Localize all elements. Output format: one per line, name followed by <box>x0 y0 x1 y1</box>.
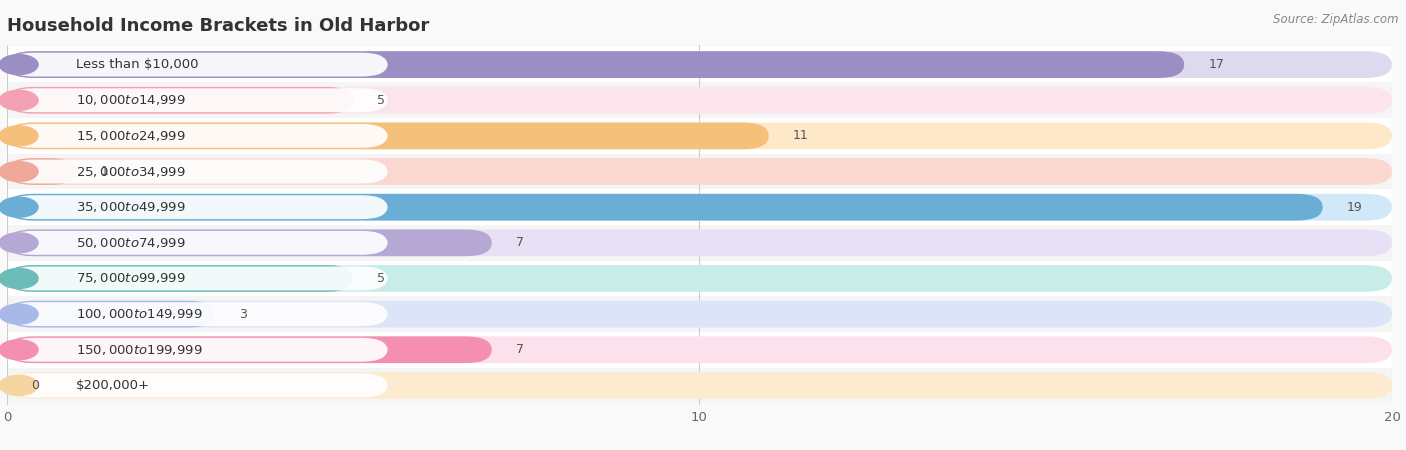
FancyBboxPatch shape <box>7 332 1392 368</box>
FancyBboxPatch shape <box>7 47 1392 82</box>
Text: 19: 19 <box>1347 201 1362 214</box>
FancyBboxPatch shape <box>7 230 492 256</box>
FancyBboxPatch shape <box>7 158 76 185</box>
Text: $100,000 to $149,999: $100,000 to $149,999 <box>76 307 202 321</box>
Text: $15,000 to $24,999: $15,000 to $24,999 <box>76 129 186 143</box>
Text: 11: 11 <box>793 130 808 142</box>
Text: Household Income Brackets in Old Harbor: Household Income Brackets in Old Harbor <box>7 17 429 35</box>
Circle shape <box>0 126 38 146</box>
FancyBboxPatch shape <box>7 87 1392 113</box>
FancyBboxPatch shape <box>7 124 388 148</box>
FancyBboxPatch shape <box>7 51 1392 78</box>
Text: Source: ZipAtlas.com: Source: ZipAtlas.com <box>1274 14 1399 27</box>
FancyBboxPatch shape <box>7 225 1392 261</box>
FancyBboxPatch shape <box>7 374 388 397</box>
FancyBboxPatch shape <box>7 302 388 326</box>
Text: 7: 7 <box>516 343 524 356</box>
FancyBboxPatch shape <box>7 158 1392 185</box>
Circle shape <box>0 269 38 288</box>
FancyBboxPatch shape <box>7 296 1392 332</box>
FancyBboxPatch shape <box>7 194 1323 220</box>
Text: 5: 5 <box>377 94 385 107</box>
Text: 0: 0 <box>31 379 39 392</box>
FancyBboxPatch shape <box>7 231 388 255</box>
FancyBboxPatch shape <box>7 265 1392 292</box>
FancyBboxPatch shape <box>7 338 388 362</box>
FancyBboxPatch shape <box>7 195 388 219</box>
FancyBboxPatch shape <box>7 265 353 292</box>
Text: $75,000 to $99,999: $75,000 to $99,999 <box>76 271 186 285</box>
Text: 3: 3 <box>239 308 247 320</box>
FancyBboxPatch shape <box>7 51 1184 78</box>
FancyBboxPatch shape <box>7 230 1392 256</box>
FancyBboxPatch shape <box>7 154 1392 189</box>
FancyBboxPatch shape <box>7 194 1392 220</box>
FancyBboxPatch shape <box>7 189 1392 225</box>
FancyBboxPatch shape <box>7 53 388 76</box>
FancyBboxPatch shape <box>7 372 1392 399</box>
FancyBboxPatch shape <box>7 266 388 290</box>
Text: 5: 5 <box>377 272 385 285</box>
Text: $25,000 to $34,999: $25,000 to $34,999 <box>76 165 186 179</box>
FancyBboxPatch shape <box>7 337 1392 363</box>
Circle shape <box>0 375 38 396</box>
Text: 7: 7 <box>516 236 524 249</box>
Circle shape <box>0 304 38 324</box>
FancyBboxPatch shape <box>7 88 388 112</box>
Text: $150,000 to $199,999: $150,000 to $199,999 <box>76 343 202 357</box>
Text: Less than $10,000: Less than $10,000 <box>76 58 198 71</box>
Text: 17: 17 <box>1208 58 1225 71</box>
Circle shape <box>0 162 38 181</box>
FancyBboxPatch shape <box>7 337 492 363</box>
FancyBboxPatch shape <box>7 368 1392 403</box>
Circle shape <box>0 54 38 75</box>
FancyBboxPatch shape <box>7 160 388 184</box>
Text: $10,000 to $14,999: $10,000 to $14,999 <box>76 93 186 107</box>
Text: $50,000 to $74,999: $50,000 to $74,999 <box>76 236 186 250</box>
Text: 1: 1 <box>100 165 108 178</box>
Circle shape <box>0 233 38 253</box>
FancyBboxPatch shape <box>7 301 1392 328</box>
FancyBboxPatch shape <box>7 301 215 328</box>
FancyBboxPatch shape <box>7 261 1392 296</box>
Circle shape <box>0 197 38 217</box>
Circle shape <box>0 90 38 110</box>
Text: $35,000 to $49,999: $35,000 to $49,999 <box>76 200 186 214</box>
FancyBboxPatch shape <box>7 82 1392 118</box>
Circle shape <box>0 340 38 360</box>
FancyBboxPatch shape <box>7 118 1392 154</box>
FancyBboxPatch shape <box>7 122 1392 149</box>
FancyBboxPatch shape <box>7 122 769 149</box>
FancyBboxPatch shape <box>7 87 353 113</box>
Text: $200,000+: $200,000+ <box>76 379 150 392</box>
